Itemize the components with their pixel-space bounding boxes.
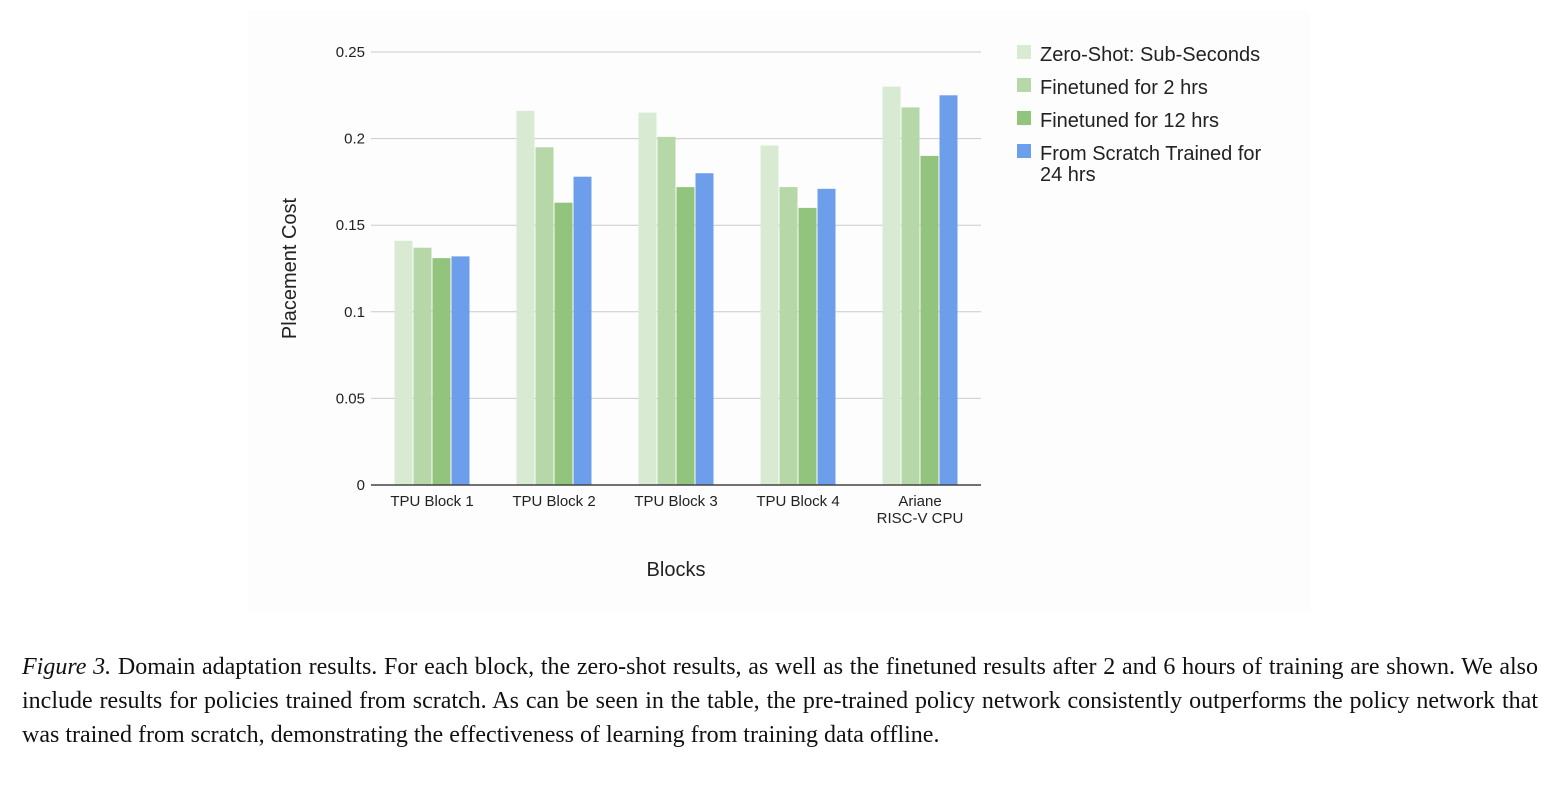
bar [882,86,901,485]
figure-caption: Figure 3. Domain adaptation results. For… [22,650,1538,752]
y-tick-label: 0.15 [336,217,365,234]
legend-swatch [1017,78,1031,92]
bar [394,240,413,485]
legend-label: Finetuned for 12 hrs [1040,110,1219,132]
x-tick-label: TPU Block 1 [390,493,473,510]
x-tick-label: TPU Block 2 [512,493,595,510]
chart-panel: 0 0.05 0.1 0.15 0.2 0.25 TPU Block 1 TPU Block … [248,10,1310,612]
legend-label: Finetuned for 2 hrs [1040,77,1208,99]
legend-label: Zero-Shot: Sub-Seconds [1040,44,1260,66]
bar [451,256,470,485]
bar [638,112,657,486]
legend-label: From Scratch Trained for [1040,143,1262,165]
x-axis-title: Blocks [647,559,706,581]
bar [760,145,779,485]
bar [817,188,836,485]
legend-swatch [1017,144,1031,158]
figure-label: Figure 3. [22,654,112,680]
x-tick-label: TPU Block 4 [756,493,839,510]
legend-label: 24 hrs [1040,164,1096,186]
caption-text: Domain adaptation results. For each bloc… [22,654,1539,748]
y-tick-label: 0.2 [344,131,365,148]
y-tick-label: 0.05 [336,390,365,407]
bar-chart: 0 0.05 0.1 0.15 0.2 0.25 TPU Block 1 TPU Block … [279,44,1262,581]
y-tick-label: 0.25 [336,44,365,61]
x-tick-label: RISC-V CPU [877,510,964,527]
y-tick-label: 0.1 [344,304,365,321]
x-tick-label: Ariane [898,493,941,510]
bar [573,176,592,486]
bar [695,173,714,486]
bar [920,155,939,486]
x-tick-label: TPU Block 3 [634,493,717,510]
legend-swatch [1017,111,1031,125]
y-axis-title: Placement Cost [279,197,301,339]
legend-swatch [1017,45,1031,59]
bar [657,136,676,486]
bar [901,107,920,485]
y-tick-label: 0 [357,477,365,494]
bar [798,207,817,485]
bar [676,187,695,485]
bar [554,202,573,485]
bar [939,95,958,486]
bar [413,247,432,485]
bar [432,258,451,485]
bar [779,187,798,485]
bar [535,147,554,485]
bar [516,110,535,485]
